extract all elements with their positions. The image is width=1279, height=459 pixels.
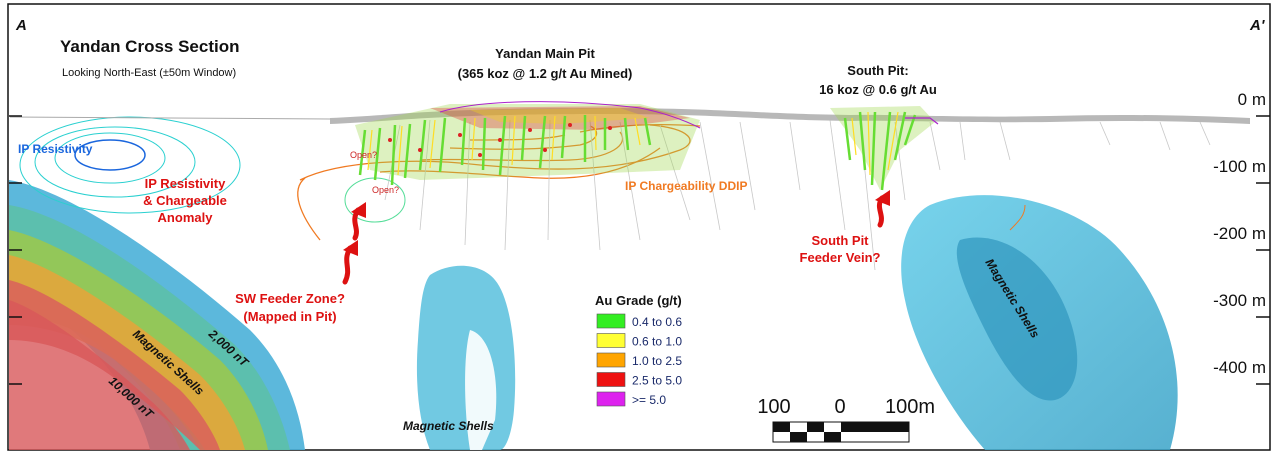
feeder-arrow-lower	[342, 245, 353, 285]
legend-swatch	[596, 372, 626, 387]
ip-anomaly-label: IP Resistivity & Chargeable Anomaly	[143, 176, 227, 225]
ip-resistivity-label: IP Resistivity	[18, 142, 93, 156]
sw-feeder-line: (Mapped in Pit)	[243, 309, 336, 324]
legend-label: 1.0 to 2.5	[632, 354, 682, 368]
sw-feeder-label: SW Feeder Zone? (Mapped in Pit)	[235, 291, 345, 324]
feeder-arrows	[342, 190, 890, 285]
main-pit-subtitle: (365 koz @ 1.2 g/t Au Mined)	[458, 66, 633, 81]
main-pit-assay-cluster	[355, 101, 701, 186]
center-magnetic-shell	[416, 265, 516, 450]
south-feeder-line: Feeder Vein?	[800, 250, 881, 265]
section-subtitle: Looking North-East (±50m Window)	[62, 67, 236, 79]
depth-ticks	[9, 115, 1270, 385]
ip-anomaly-line: & Chargeable	[143, 193, 227, 208]
depth-label: -200 m	[1213, 224, 1266, 243]
scale-cell	[773, 432, 790, 442]
ground-surface	[9, 108, 1250, 124]
south-pit-title: South Pit:	[847, 63, 908, 78]
scale-cell	[790, 422, 807, 432]
ip-anomaly-line: Anomaly	[158, 210, 214, 225]
main-pit-title: Yandan Main Pit	[495, 46, 595, 61]
scale-cell	[841, 422, 909, 432]
scale-bar: 100 0 100m	[757, 396, 935, 443]
scale-cell	[790, 432, 807, 442]
south-feeder-line: South Pit	[811, 233, 869, 248]
depth-label: -400 m	[1213, 358, 1266, 377]
drill-traces	[384, 119, 1211, 271]
scale-label: 100m	[885, 396, 935, 418]
corner-label-right: A'	[1249, 17, 1265, 34]
scale-label: 100	[757, 396, 790, 418]
left-magnetic-shells	[9, 180, 305, 450]
legend-label: >= 5.0	[632, 393, 666, 407]
scale-cell	[824, 422, 841, 432]
scale-cell	[824, 432, 841, 442]
ip-chargeability-label: IP Chargeability DDIP	[625, 179, 747, 193]
open-label: Open?	[372, 185, 399, 195]
south-pit-subtitle: 16 koz @ 0.6 g/t Au	[819, 82, 937, 97]
legend-swatch	[596, 333, 626, 348]
legend-label: 0.6 to 1.0	[632, 335, 682, 349]
au-grade-legend: Au Grade (g/t) 0.4 to 0.6 0.6 to 1.0 1.0 t…	[595, 293, 682, 407]
sw-feeder-line: SW Feeder Zone?	[235, 291, 345, 306]
legend-swatch	[596, 352, 626, 368]
south-feeder-label: South Pit Feeder Vein?	[800, 233, 881, 265]
scale-checkerboard	[772, 421, 910, 443]
depth-label: 0 m	[1238, 90, 1266, 109]
scale-cell	[807, 432, 824, 442]
south-pit-assay-cluster	[830, 106, 939, 191]
scale-cell	[773, 422, 790, 432]
scale-cell	[807, 422, 824, 432]
open-label: Open?	[350, 150, 377, 160]
corner-label-left: A	[15, 17, 27, 34]
legend-swatch	[596, 391, 626, 407]
section-title: Yandan Cross Section	[60, 37, 240, 56]
scale-label: 0	[834, 396, 845, 418]
depth-axis-labels: 0 m -100 m -200 m -300 m -400 m	[1213, 90, 1266, 377]
depth-label: -300 m	[1213, 291, 1266, 310]
legend-label: 2.5 to 5.0	[632, 374, 682, 388]
legend-title: Au Grade (g/t)	[595, 293, 682, 308]
scale-cell	[841, 432, 909, 442]
legend-swatch	[596, 313, 626, 329]
depth-label: -100 m	[1213, 157, 1266, 176]
magnetic-shells-label-center: Magnetic Shells	[403, 419, 494, 433]
legend-label: 0.4 to 0.6	[632, 315, 682, 329]
scale-border	[772, 421, 910, 443]
right-magnetic-shell	[901, 195, 1178, 450]
ip-anomaly-line: IP Resistivity	[145, 176, 226, 191]
